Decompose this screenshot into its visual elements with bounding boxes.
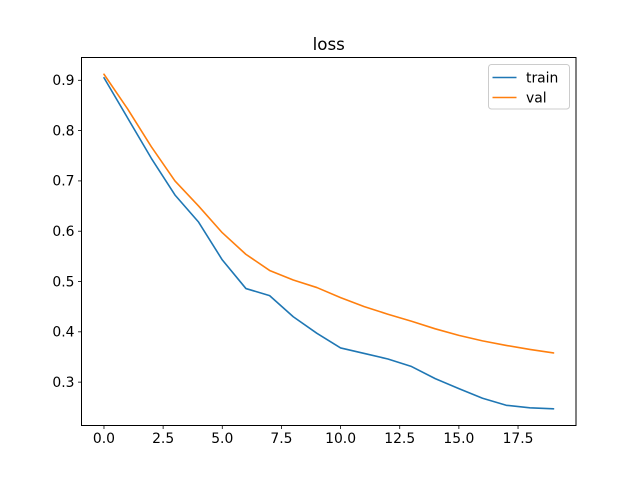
x-tick-label: 0.0: [93, 431, 115, 447]
x-axis: 0.0 2.5 5.0 7.5 10.0 12.5 15.0 17.5: [93, 425, 534, 447]
val-line: [103, 73, 555, 354]
x-tick-label: 5.0: [211, 431, 233, 447]
x-tick-label: 7.5: [270, 431, 292, 447]
y-tick-label: 0.3: [52, 375, 74, 391]
train-line: [103, 76, 555, 410]
y-tick-label: 0.9: [52, 73, 74, 89]
x-tick-label: 15.0: [443, 431, 474, 447]
plot-frame: [81, 57, 577, 426]
legend-label-val: val: [526, 90, 547, 106]
y-tick-label: 0.7: [52, 174, 74, 190]
y-tick-label: 0.4: [52, 325, 74, 341]
chart-title: loss: [313, 34, 345, 54]
x-tick-label: 17.5: [503, 431, 534, 447]
y-tick-label: 0.5: [52, 274, 74, 290]
x-tick-label: 10.0: [325, 431, 356, 447]
y-tick-label: 0.6: [52, 224, 74, 240]
y-tick-label: 0.8: [52, 123, 74, 139]
legend-label-train: train: [526, 70, 558, 86]
series-lines: [103, 73, 555, 410]
legend: train val: [488, 64, 570, 110]
x-tick-label: 2.5: [152, 431, 174, 447]
y-axis: 0.3 0.4 0.5 0.6 0.7 0.8 0.9: [52, 73, 82, 391]
x-tick-label: 12.5: [384, 431, 415, 447]
